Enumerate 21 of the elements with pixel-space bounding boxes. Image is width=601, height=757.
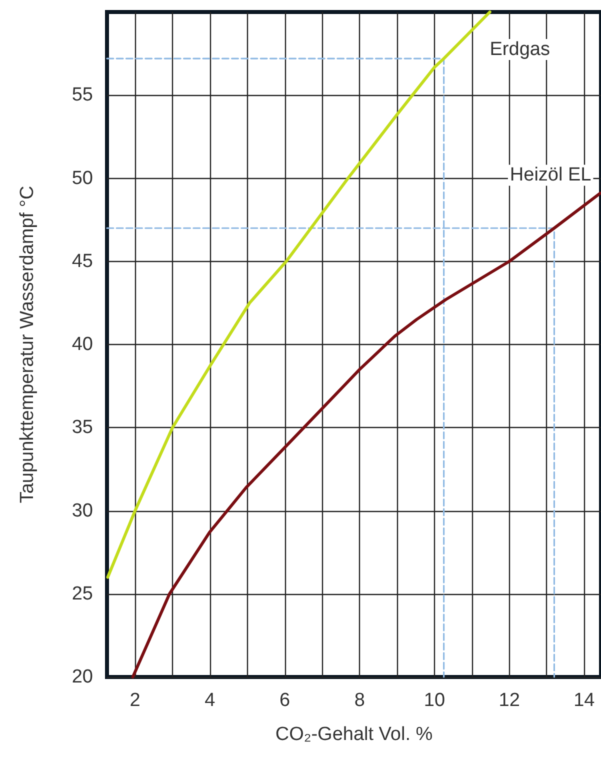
y-axis-title: Taupunkttemperatur Wasserdampf °C xyxy=(17,186,38,504)
y-tick-label: 20 xyxy=(72,666,93,688)
series-label: Erdgas xyxy=(490,39,550,60)
x-tick-label: 14 xyxy=(574,690,596,711)
y-tick-label: 45 xyxy=(72,250,93,272)
y-tick-label: 30 xyxy=(72,500,93,522)
x-tick-label: 8 xyxy=(354,690,365,711)
x-tick-label: 4 xyxy=(204,690,216,711)
x-tick-label: 6 xyxy=(279,690,290,711)
x-axis-title: CO₂-Gehalt Vol. % xyxy=(275,724,433,745)
y-tick-label: 35 xyxy=(72,417,93,438)
line-series xyxy=(106,10,492,579)
y-tick-label: 25 xyxy=(72,583,93,604)
y-tick-label: 55 xyxy=(72,84,93,106)
y-tick-label: 50 xyxy=(72,168,93,189)
x-tick-label: 2 xyxy=(130,690,140,711)
x-tick-label: 10 xyxy=(424,690,446,711)
y-tick-label: 40 xyxy=(72,334,93,355)
line-series xyxy=(131,192,601,678)
x-tick-label: 12 xyxy=(498,690,520,711)
series-label: Heizöl EL xyxy=(510,164,592,186)
